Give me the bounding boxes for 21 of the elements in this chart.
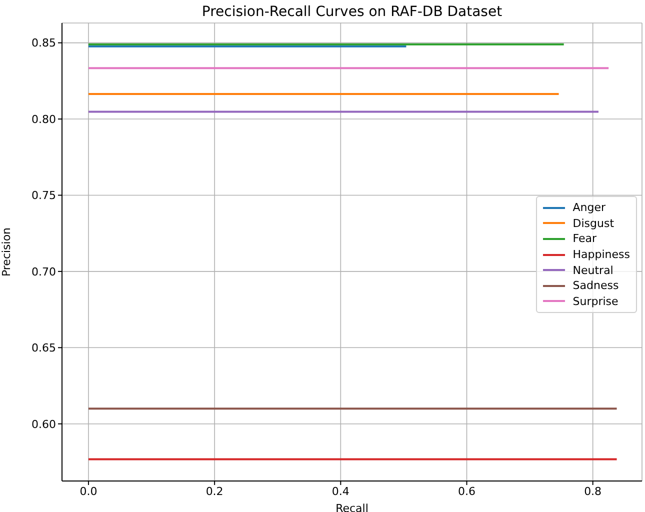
x-axis-title: Recall [336, 502, 368, 512]
x-tick-label: 0.6 [458, 484, 476, 498]
legend-label: Anger [572, 201, 606, 214]
legend-label: Neutral [572, 264, 614, 277]
legend-label: Disgust [572, 216, 614, 230]
x-tick-label: 0.0 [80, 484, 98, 498]
y-tick-label: 0.65 [32, 342, 56, 355]
legend-label: Surprise [572, 294, 618, 308]
y-axis-title: Precision [0, 227, 13, 277]
legend-label: Sadness [572, 279, 619, 292]
y-tick-label: 0.60 [32, 418, 56, 431]
y-tick-label: 0.80 [32, 112, 56, 126]
y-tick-label: 0.75 [32, 189, 56, 202]
chart-title: Precision-Recall Curves on RAF-DB Dataset [200, 4, 504, 20]
x-tick-label: 0.4 [332, 484, 350, 498]
x-tick-label: 0.2 [206, 484, 224, 498]
y-tick-label: 0.70 [32, 265, 56, 278]
legend-label: Fear [572, 232, 597, 246]
y-tick-label: 0.85 [32, 36, 56, 50]
legend-label: Happiness [572, 248, 630, 262]
x-tick-label: 0.8 [584, 484, 602, 498]
